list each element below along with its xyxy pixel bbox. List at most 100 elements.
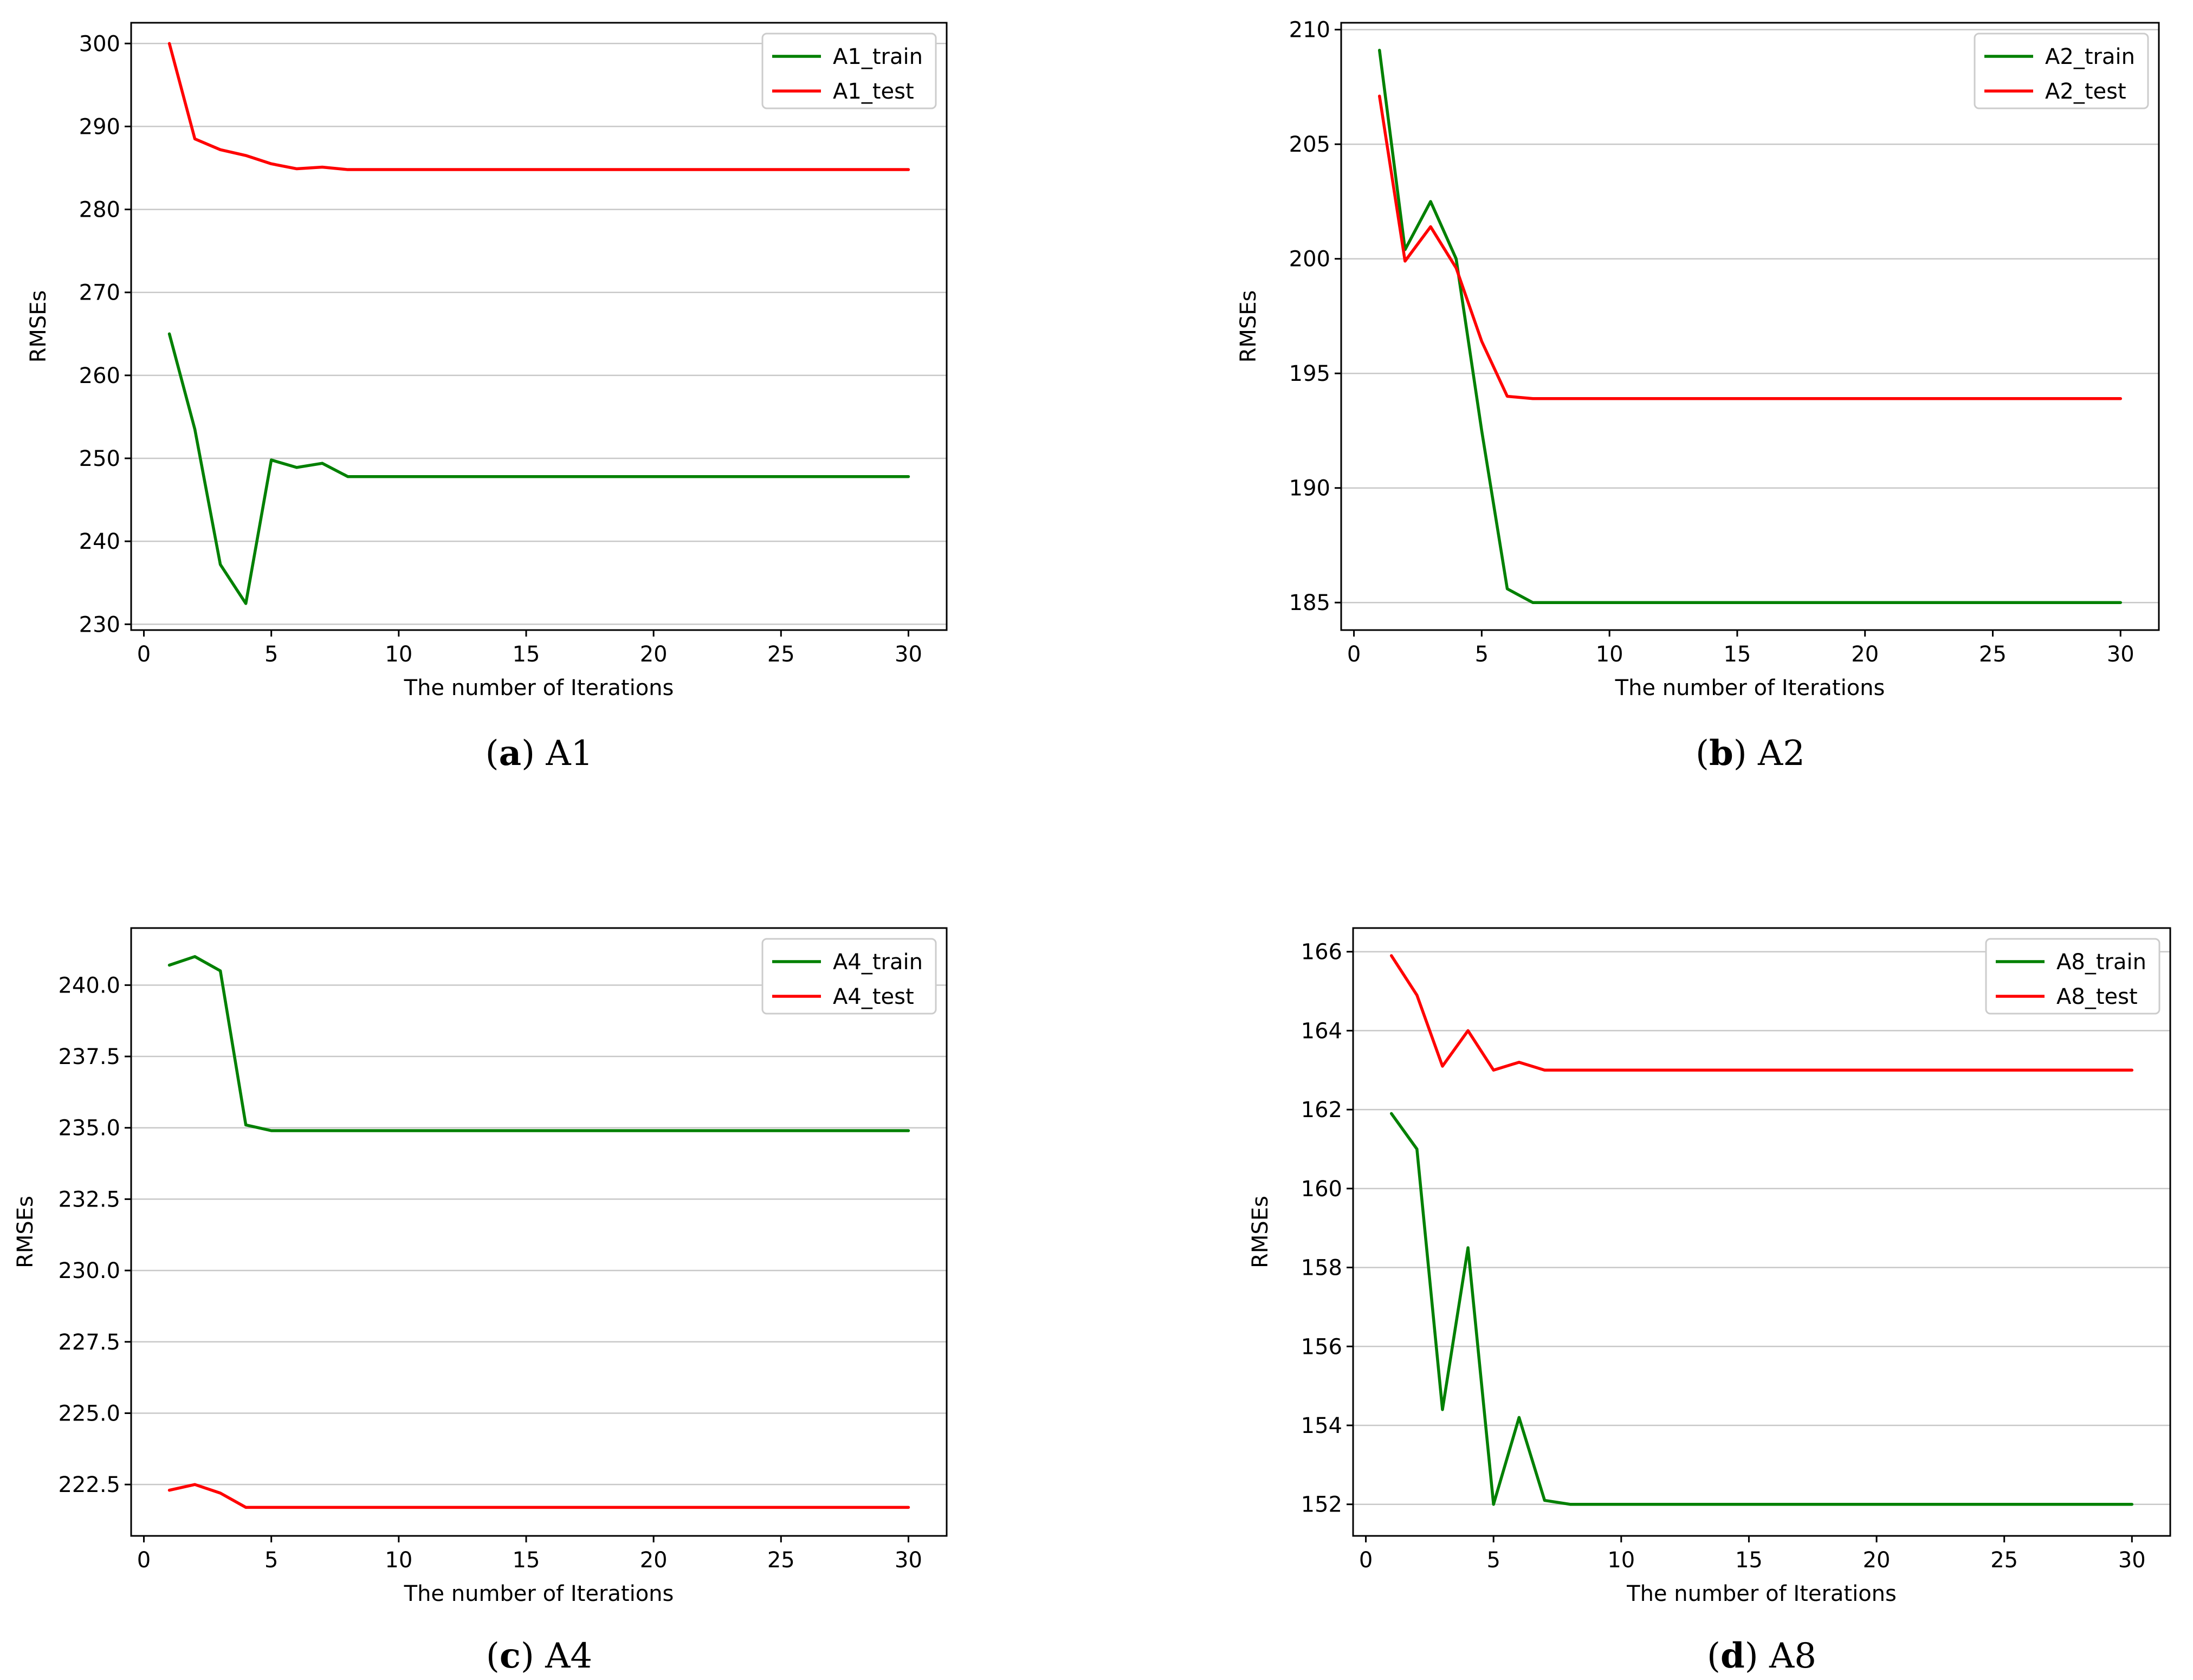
y-tick-label: 222.5 bbox=[58, 1473, 120, 1497]
chart-panel-a: 0 5 10 15 20 25 30 230 240 250 260 270 280 290 300 The … bbox=[26, 22, 948, 774]
x-tick-label: 5 bbox=[1486, 1548, 1500, 1573]
x-tick-label: 15 bbox=[1723, 642, 1751, 667]
legend-label-A4_train: A4_train bbox=[833, 950, 923, 975]
y-tick-label: 190 bbox=[1289, 476, 1330, 501]
x-tick-label: 25 bbox=[767, 1548, 795, 1573]
y-tick-label: 152 bbox=[1301, 1493, 1342, 1517]
caption-open-paren: ( bbox=[486, 1636, 500, 1676]
legend-label-A1_train: A1_train bbox=[833, 44, 923, 69]
caption-name: A8 bbox=[1769, 1636, 1816, 1676]
y-tick-label: 240.0 bbox=[58, 973, 120, 998]
x-tick-label: 5 bbox=[264, 1548, 278, 1573]
x-tick-label: 0 bbox=[137, 642, 151, 667]
y-tick-label: 154 bbox=[1301, 1413, 1342, 1438]
series-line-A2_train bbox=[1377, 49, 2123, 604]
plot-frame bbox=[1340, 22, 2160, 631]
legend-label-A1_test: A1_test bbox=[833, 79, 914, 104]
x-axis-label: The number of Iterations bbox=[404, 676, 674, 700]
caption-open-paren: ( bbox=[486, 734, 499, 774]
caption-letter: b bbox=[1709, 733, 1733, 774]
y-tick-label: 156 bbox=[1301, 1334, 1342, 1359]
x-tick-label: 20 bbox=[1851, 642, 1879, 667]
x-tick-label: 15 bbox=[513, 642, 540, 667]
x-tick-label: 5 bbox=[1475, 642, 1489, 667]
y-tick-label: 205 bbox=[1289, 132, 1330, 157]
caption-close-paren: ) bbox=[521, 734, 546, 774]
y-tick-label: 290 bbox=[79, 114, 120, 139]
caption-close-paren: ) bbox=[521, 1636, 545, 1676]
y-axis-label: RMSEs bbox=[26, 290, 51, 363]
y-tick-label: 210 bbox=[1289, 18, 1330, 43]
legend-label-A4_test: A4_test bbox=[833, 984, 914, 1009]
caption-letter: a bbox=[499, 733, 521, 774]
x-tick-label: 10 bbox=[385, 642, 412, 667]
plot-frame bbox=[130, 927, 948, 1537]
x-tick-label: 15 bbox=[1735, 1548, 1763, 1573]
panel-caption: (a) A1 bbox=[486, 733, 593, 774]
y-tick-label: 195 bbox=[1289, 361, 1330, 386]
legend: A8_train A8_test bbox=[1985, 938, 2160, 1015]
y-tick-label: 237.5 bbox=[58, 1045, 120, 1069]
y-tick-label: 185 bbox=[1289, 591, 1330, 615]
y-tick-label: 162 bbox=[1301, 1098, 1342, 1123]
y-axis-label: RMSEs bbox=[1236, 290, 1261, 363]
series-line-A4_train bbox=[167, 955, 910, 1132]
x-tick-label: 25 bbox=[1990, 1548, 2018, 1573]
x-tick-label: 20 bbox=[640, 642, 668, 667]
panel-caption: (d) A8 bbox=[1707, 1636, 1816, 1676]
y-tick-label: 300 bbox=[79, 31, 120, 56]
legend: A4_train A4_test bbox=[761, 938, 937, 1015]
series-line-A4_test bbox=[167, 1483, 910, 1509]
series-line-A8_test bbox=[1389, 954, 2134, 1072]
x-tick-label: 10 bbox=[385, 1548, 412, 1573]
y-tick-label: 200 bbox=[1289, 247, 1330, 272]
chart-panel-b: 0 5 10 15 20 25 30 185 190 195 200 205 210 The number… bbox=[1236, 18, 2160, 774]
series-line-A1_train bbox=[167, 332, 910, 605]
x-tick-label: 25 bbox=[1979, 642, 2007, 667]
y-tick-label: 225.0 bbox=[58, 1401, 120, 1426]
y-tick-label: 230.0 bbox=[58, 1259, 120, 1283]
y-tick-label: 260 bbox=[79, 364, 120, 388]
x-tick-label: 20 bbox=[1863, 1548, 1891, 1573]
y-tick-label: 164 bbox=[1301, 1019, 1342, 1043]
y-axis-label: RMSEs bbox=[1248, 1196, 1273, 1268]
caption-close-paren: ) bbox=[1745, 1636, 1769, 1676]
x-axis-label: The number of Iterations bbox=[1615, 676, 1885, 700]
y-axis-label: RMSEs bbox=[13, 1196, 38, 1268]
y-tick-label: 232.5 bbox=[58, 1187, 120, 1212]
y-tick-label: 166 bbox=[1301, 940, 1342, 965]
x-tick-label: 30 bbox=[895, 642, 922, 667]
panel-caption: (b) A2 bbox=[1696, 733, 1805, 774]
caption-name: A1 bbox=[545, 734, 593, 774]
x-tick-label: 30 bbox=[2107, 642, 2134, 667]
x-tick-label: 5 bbox=[264, 642, 278, 667]
legend-label-A8_train: A8_train bbox=[2056, 950, 2146, 975]
y-tick-label: 160 bbox=[1301, 1177, 1342, 1202]
x-tick-label: 15 bbox=[513, 1548, 540, 1573]
x-tick-label: 0 bbox=[137, 1548, 151, 1573]
y-tick-label: 227.5 bbox=[58, 1330, 120, 1355]
legend-label-A2_test: A2_test bbox=[2045, 79, 2126, 104]
caption-name: A2 bbox=[1757, 734, 1805, 774]
x-tick-label: 0 bbox=[1359, 1548, 1373, 1573]
caption-close-paren: ) bbox=[1733, 734, 1758, 774]
chart-panel-c: 0 5 10 15 20 25 30 222.5 225.0 227.5 230.0 232.5 235… bbox=[13, 927, 948, 1676]
y-tick-label: 240 bbox=[79, 529, 120, 554]
series-line-A1_test bbox=[167, 42, 910, 171]
caption-name: A4 bbox=[545, 1636, 592, 1676]
legend-label-A2_train: A2_train bbox=[2045, 44, 2135, 69]
x-tick-label: 30 bbox=[2118, 1548, 2146, 1573]
caption-letter: c bbox=[500, 1636, 521, 1676]
y-tick-label: 158 bbox=[1301, 1256, 1342, 1281]
legend: A1_train A1_test bbox=[761, 33, 937, 109]
x-tick-label: 10 bbox=[1607, 1548, 1635, 1573]
x-tick-label: 20 bbox=[640, 1548, 668, 1573]
y-tick-label: 270 bbox=[79, 281, 120, 306]
panel-caption: (c) A4 bbox=[486, 1636, 592, 1676]
x-tick-label: 30 bbox=[895, 1548, 922, 1573]
x-tick-label: 25 bbox=[767, 642, 795, 667]
caption-open-paren: ( bbox=[1707, 1636, 1720, 1676]
x-tick-label: 10 bbox=[1596, 642, 1623, 667]
caption-open-paren: ( bbox=[1696, 734, 1709, 774]
